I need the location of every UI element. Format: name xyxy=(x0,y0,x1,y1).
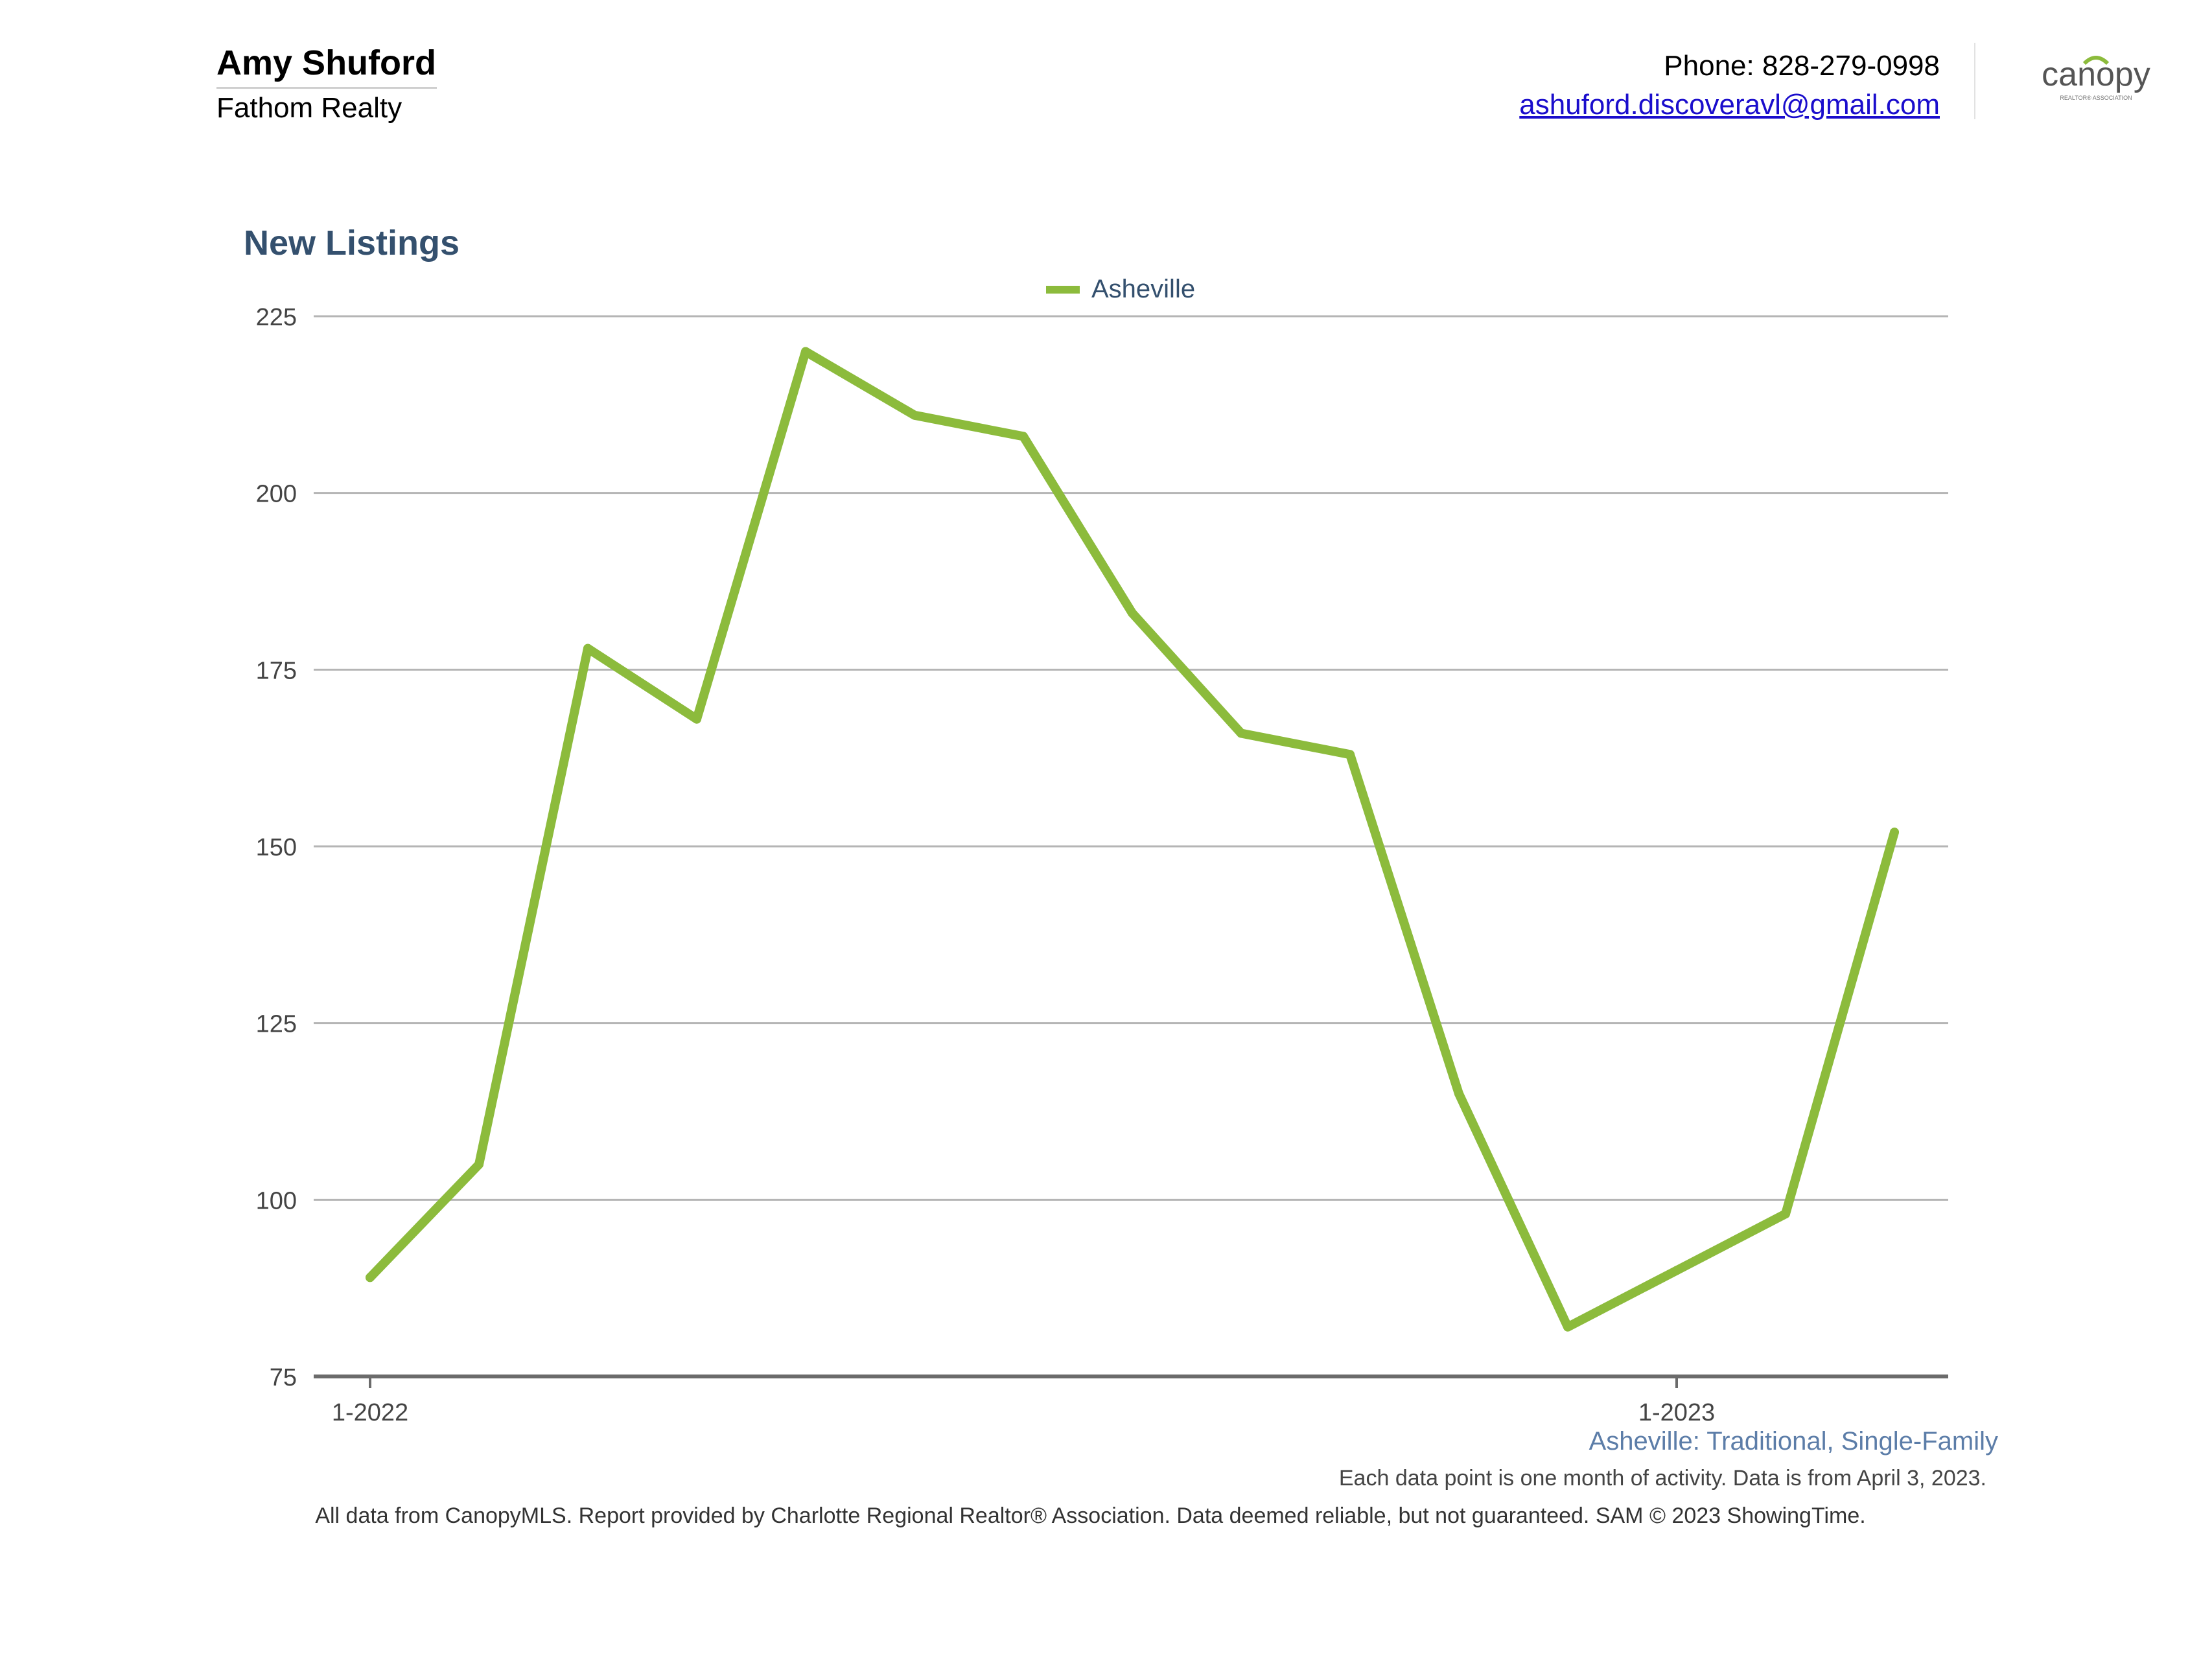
legend: Asheville xyxy=(1046,275,1195,304)
y-tick-label-175: 175 xyxy=(256,657,297,684)
email-link[interactable]: ashuford.discoveravl@gmail.com xyxy=(1519,89,1940,121)
y-tick-label-75: 75 xyxy=(270,1364,297,1391)
data-point-2022-07 xyxy=(1019,432,1028,441)
logo-arc xyxy=(2082,56,2110,65)
x-tick-label-1-2022: 1-2022 xyxy=(332,1399,408,1426)
contact-block: Phone: 828-279-0998 ashuford.discoveravl… xyxy=(1519,47,1940,124)
agent-name-underline xyxy=(216,87,437,89)
data-point-2022-10 xyxy=(1345,750,1355,760)
legend-swatch-asheville xyxy=(1046,285,1080,294)
data-point-2022-12 xyxy=(1563,1322,1572,1332)
data-point-2022-04 xyxy=(692,714,701,724)
chart-subtitle: Asheville: Traditional, Single-Family xyxy=(1589,1427,1998,1456)
x-tick-label-1-2023: 1-2023 xyxy=(1638,1399,1715,1426)
header-divider xyxy=(1974,43,1975,119)
data-point-2022-11 xyxy=(1454,1089,1463,1098)
data-point-2022-02 xyxy=(474,1159,483,1169)
data-point-2022-09 xyxy=(1237,728,1246,738)
canopy-logo: canopy REALTOR® ASSOCIATION xyxy=(2042,56,2150,101)
y-tick-label-125: 125 xyxy=(256,1011,297,1038)
chart-title: New Listings xyxy=(244,224,460,262)
y-tick-label-150: 150 xyxy=(256,834,297,861)
y-tick-label-100: 100 xyxy=(256,1187,297,1214)
data-point-2023-02 xyxy=(1781,1209,1790,1219)
data-point-2022-06 xyxy=(910,410,919,420)
y-tick-label-200: 200 xyxy=(256,481,297,508)
logo-wordmark: canopy xyxy=(2042,56,2150,93)
disclaimer: All data from CanopyMLS. Report provided… xyxy=(0,1503,2212,1529)
disclaimer-text: All data from CanopyMLS. Report provided… xyxy=(315,1503,1866,1528)
data-point-2023-01 xyxy=(1672,1266,1681,1275)
legend-label-asheville: Asheville xyxy=(1091,275,1196,303)
data-point-2022-08 xyxy=(1128,609,1137,618)
data-point-2022-03 xyxy=(583,644,592,653)
data-point-2023-03 xyxy=(1890,828,1899,837)
data-point-2022-05 xyxy=(801,347,810,356)
agent-name: Amy Shuford xyxy=(216,43,437,82)
y-tick-label-225: 225 xyxy=(256,304,297,331)
series-line-asheville xyxy=(366,347,1899,1332)
data-point-2022-01 xyxy=(366,1273,375,1282)
phone-number: Phone: 828-279-0998 xyxy=(1664,50,1940,82)
agent-company: Fathom Realty xyxy=(216,92,402,124)
logo-subtext: REALTOR® ASSOCIATION xyxy=(2060,95,2132,101)
data-note: Each data point is one month of activity… xyxy=(1338,1466,1986,1491)
